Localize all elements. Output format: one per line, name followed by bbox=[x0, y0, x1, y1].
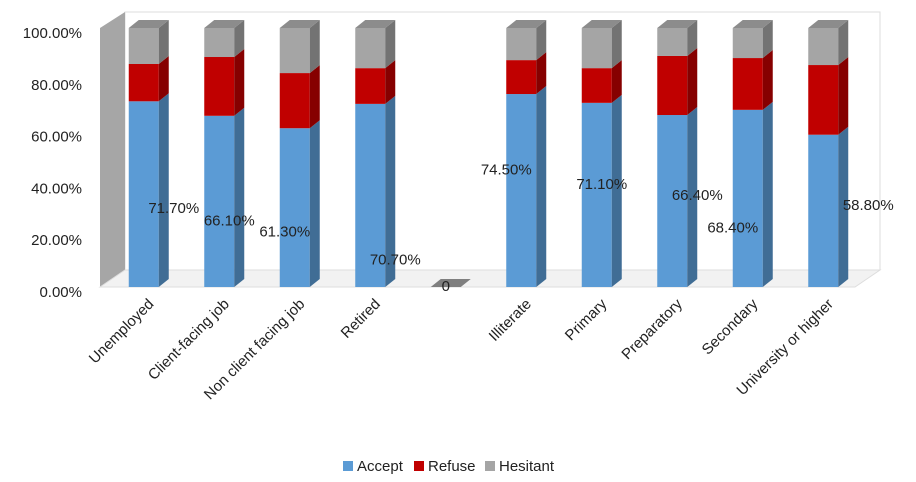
y-tick-label: 40.00% bbox=[31, 180, 82, 197]
bar-segment bbox=[279, 128, 310, 287]
bar-side bbox=[687, 47, 698, 116]
bar-side bbox=[611, 60, 622, 103]
data-label: 0 bbox=[442, 278, 450, 295]
bar-segment bbox=[506, 94, 537, 287]
x-tick-label: Unemployed bbox=[86, 296, 158, 368]
y-tick-label: 60.00% bbox=[31, 129, 82, 146]
bar-segment bbox=[506, 60, 537, 95]
bar-top bbox=[732, 20, 773, 28]
bar-side bbox=[611, 94, 622, 287]
x-tick-label: Client-facing job bbox=[145, 296, 233, 384]
bar-segment bbox=[581, 28, 612, 69]
bar-segment bbox=[581, 68, 612, 103]
bar-segment bbox=[128, 64, 159, 102]
bar-side bbox=[385, 20, 396, 69]
bar-top bbox=[506, 20, 547, 28]
x-tick-label: Secondary bbox=[699, 295, 762, 358]
legend-label: Refuse bbox=[428, 458, 476, 475]
legend-label: Accept bbox=[357, 458, 404, 475]
bar-segment bbox=[204, 115, 235, 288]
bar-top bbox=[808, 20, 849, 28]
bar-side bbox=[536, 86, 547, 287]
bar-side bbox=[234, 107, 245, 288]
bar-side bbox=[838, 57, 849, 135]
bar-segment bbox=[355, 28, 386, 69]
bar-side bbox=[158, 56, 169, 102]
bar-side bbox=[838, 20, 849, 66]
data-label: 74.50% bbox=[481, 161, 532, 178]
x-tick-label: Preparatory bbox=[618, 295, 686, 363]
bar-segment bbox=[279, 73, 310, 129]
bar-segment bbox=[808, 28, 839, 66]
legend-label: Hesitant bbox=[499, 458, 555, 475]
bar-side bbox=[158, 93, 169, 287]
data-label: 61.30% bbox=[259, 224, 310, 241]
bar-top bbox=[657, 20, 698, 28]
data-label: 70.70% bbox=[370, 251, 421, 268]
bar-segment bbox=[732, 109, 763, 288]
x-tick-label: Primary bbox=[562, 295, 611, 344]
bar-side bbox=[611, 20, 622, 69]
bar-side bbox=[762, 101, 773, 288]
bar-side bbox=[385, 60, 396, 104]
bar-side bbox=[309, 65, 320, 129]
bar-segment bbox=[657, 28, 688, 56]
bar-segment bbox=[355, 68, 386, 104]
bar-segment bbox=[732, 58, 763, 110]
bar-side bbox=[385, 95, 396, 288]
data-label: 71.70% bbox=[148, 200, 199, 217]
bar-segment bbox=[506, 28, 537, 61]
bar-segment bbox=[581, 102, 612, 287]
bar-side bbox=[309, 20, 320, 74]
bar-segment bbox=[355, 103, 386, 288]
bar-segment bbox=[657, 115, 688, 287]
bar-segment bbox=[808, 134, 839, 287]
bar-side bbox=[536, 20, 547, 61]
bar-side bbox=[158, 20, 169, 65]
data-label: 66.10% bbox=[204, 212, 255, 229]
y-tick-label: 0.00% bbox=[39, 284, 82, 301]
bar-top bbox=[128, 20, 169, 28]
side-wall bbox=[100, 12, 125, 287]
y-tick-label: 100.00% bbox=[23, 25, 82, 42]
bar-side bbox=[234, 49, 245, 116]
bar-top bbox=[430, 279, 471, 287]
bar-side bbox=[762, 20, 773, 59]
bar-top bbox=[279, 20, 320, 28]
data-label: 58.80% bbox=[843, 197, 894, 214]
data-label: 68.40% bbox=[707, 219, 758, 236]
bar-side bbox=[536, 52, 547, 95]
bar-side bbox=[234, 20, 245, 58]
bar-segment bbox=[657, 55, 688, 116]
y-tick-label: 20.00% bbox=[31, 232, 82, 249]
bar-side bbox=[309, 120, 320, 287]
legend-swatch bbox=[485, 461, 495, 471]
x-tick-label: Retired bbox=[338, 296, 384, 342]
bar-segment bbox=[204, 57, 235, 116]
bar-segment bbox=[732, 28, 763, 59]
bar-top bbox=[204, 20, 245, 28]
bar-top bbox=[581, 20, 622, 28]
bar-segment bbox=[279, 28, 310, 74]
bar-side bbox=[687, 107, 698, 287]
data-label: 71.10% bbox=[576, 176, 627, 193]
y-tick-label: 80.00% bbox=[31, 77, 82, 94]
bar-segment bbox=[808, 65, 839, 135]
bar-segment bbox=[128, 101, 159, 287]
data-label: 66.40% bbox=[672, 187, 723, 204]
bar-side bbox=[762, 50, 773, 110]
bar-segment bbox=[128, 28, 159, 65]
legend-swatch bbox=[414, 461, 424, 471]
bar-top bbox=[355, 20, 396, 28]
legend-swatch bbox=[343, 461, 353, 471]
bar-segment bbox=[204, 28, 235, 58]
bar-side bbox=[687, 20, 698, 56]
bar-side bbox=[838, 126, 849, 287]
x-tick-label: Illiterate bbox=[486, 296, 535, 345]
